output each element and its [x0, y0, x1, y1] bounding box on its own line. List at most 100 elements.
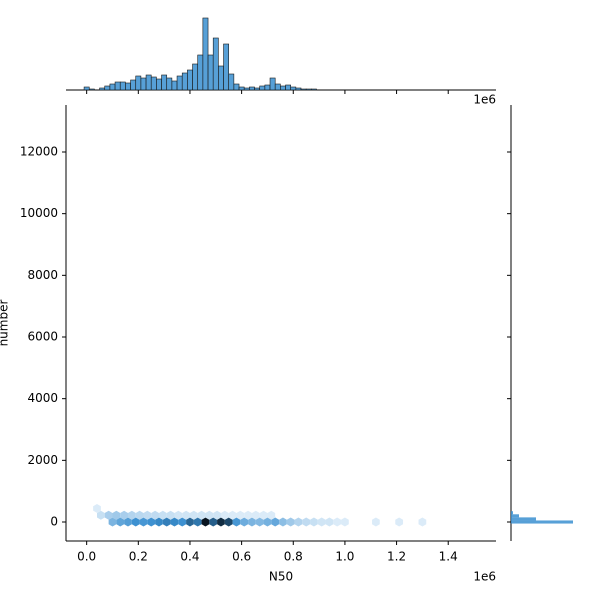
- top-hist-bar: [197, 54, 204, 91]
- x-offset-label: 1e6: [473, 570, 496, 584]
- hexbin: [127, 510, 136, 520]
- top-hist-bar: [300, 88, 307, 91]
- top-hist-bar: [295, 87, 302, 91]
- top-hist-bar: [238, 86, 245, 91]
- hexbin: [244, 510, 252, 520]
- top-hist-bar: [171, 80, 178, 91]
- hexbin: [139, 517, 148, 527]
- hexbin: [418, 517, 427, 527]
- top-hist-bar: [135, 75, 142, 91]
- hexbin: [189, 510, 198, 520]
- top-hist-bar: [218, 65, 224, 91]
- top-hist-bar: [192, 63, 199, 91]
- x-tick-label: 0.6: [232, 550, 251, 564]
- hexbin: [158, 510, 167, 520]
- hexbin: [201, 517, 210, 527]
- hexbin: [259, 510, 268, 520]
- top-hist-bar: [145, 74, 152, 91]
- hexbin: [236, 510, 245, 520]
- top-hist-bar: [202, 17, 209, 91]
- hexbin: [205, 510, 214, 520]
- top-hist-bar: [207, 54, 214, 91]
- hexbin: [147, 517, 156, 527]
- hexbin: [162, 517, 171, 527]
- hexbin: [170, 517, 179, 527]
- x-tick-label: 0.8: [284, 550, 303, 564]
- top-hist-bar: [109, 83, 116, 91]
- hexbin: [279, 517, 287, 527]
- y-tick-label: 12000: [20, 144, 58, 158]
- top-hist-bar: [166, 77, 173, 91]
- hexbin: [333, 517, 342, 527]
- top-offset-label: 1e6: [473, 93, 496, 107]
- hexbin: [220, 510, 229, 520]
- top-hist-bar: [290, 86, 297, 91]
- hexbin: [151, 510, 159, 520]
- hexbin: [197, 510, 206, 520]
- hexbin: [310, 517, 318, 527]
- top-hist-bar: [156, 78, 162, 91]
- top-hist-bar: [187, 69, 193, 91]
- hexbin: [108, 517, 117, 527]
- hexbin: [255, 517, 264, 527]
- top-hist-bar: [223, 43, 230, 91]
- top-hist-bar: [264, 84, 271, 91]
- hexbin: [240, 517, 249, 527]
- top-hist-bar: [228, 73, 235, 91]
- hexbin: [135, 510, 144, 520]
- top-hist-bar: [254, 87, 260, 91]
- y-tick-label: 4000: [27, 391, 58, 405]
- x-tick-label: 1.0: [335, 550, 354, 564]
- top-hist-bar: [114, 81, 121, 91]
- x-tick-label: 0.2: [129, 550, 148, 564]
- top-hist-bar: [104, 85, 111, 91]
- top-hist-bar: [150, 76, 157, 91]
- top-hist-bar: [259, 85, 266, 91]
- x-tick-label: 0.4: [180, 550, 199, 564]
- hexbin: [286, 517, 295, 527]
- hexbin: [124, 517, 132, 527]
- right-hist-bar: [511, 514, 519, 518]
- hexbin: [104, 510, 113, 520]
- top-hist-bar: [125, 82, 131, 91]
- hexbin: [302, 517, 311, 527]
- hexbin: [174, 510, 183, 520]
- right-hist-bar: [511, 511, 513, 515]
- top-hist-bar: [280, 85, 286, 91]
- top-hist-bar: [243, 87, 250, 91]
- top-hist-bar: [274, 83, 281, 91]
- top-hist-bar: [233, 83, 240, 91]
- hexbin: [372, 517, 380, 527]
- top-hist-bar: [181, 72, 188, 91]
- top-hist-bar: [140, 77, 147, 91]
- hexbin: [395, 517, 404, 527]
- y-tick-label: 10000: [20, 206, 58, 220]
- top-hist-bar: [88, 88, 95, 91]
- hexbin: [341, 517, 349, 527]
- hexbin: [120, 510, 128, 520]
- hexbin: [155, 517, 163, 527]
- hexbin: [143, 510, 152, 520]
- hexbin: [294, 517, 303, 527]
- hexbin: [116, 517, 125, 527]
- right-hist-bar: [511, 520, 573, 524]
- top-hist-bar: [130, 79, 137, 91]
- hexbin: [178, 517, 187, 527]
- hexbin: [267, 510, 276, 520]
- top-hist-bar: [285, 84, 291, 91]
- hexbin: [224, 517, 233, 527]
- top-hist-bar: [161, 74, 168, 91]
- x-label: N50: [269, 570, 293, 584]
- top-hist-bar: [99, 87, 106, 91]
- x-tick-label: 0.0: [77, 550, 96, 564]
- hexbin: [93, 503, 101, 513]
- y-label: number: [0, 300, 11, 347]
- hexbin: [112, 510, 121, 520]
- hexbin: [209, 517, 218, 527]
- hexbin: [182, 510, 190, 520]
- hexbin: [248, 517, 256, 527]
- y-tick-label: 0: [50, 515, 58, 529]
- hexbin: [317, 517, 326, 527]
- hexbin: [193, 517, 202, 527]
